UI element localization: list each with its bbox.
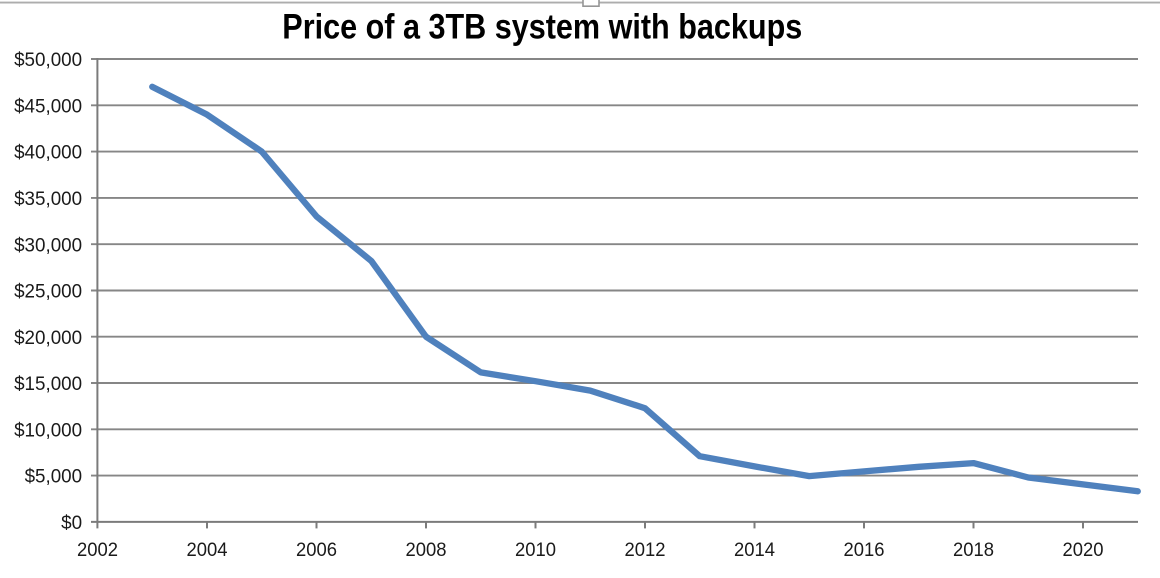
svg-text:2016: 2016 — [844, 539, 885, 561]
svg-text:2002: 2002 — [77, 539, 118, 561]
svg-text:$20,000: $20,000 — [14, 327, 82, 349]
svg-text:2012: 2012 — [625, 539, 666, 561]
svg-text:$25,000: $25,000 — [14, 281, 82, 303]
svg-text:2008: 2008 — [406, 539, 447, 561]
svg-text:$10,000: $10,000 — [14, 419, 82, 441]
svg-text:$30,000: $30,000 — [14, 234, 82, 256]
svg-text:$35,000: $35,000 — [14, 188, 82, 210]
svg-text:2006: 2006 — [296, 539, 337, 561]
svg-text:2010: 2010 — [515, 539, 556, 561]
svg-text:$40,000: $40,000 — [14, 142, 82, 164]
svg-text:$50,000: $50,000 — [14, 49, 82, 71]
svg-text:Price of a 3TB system with bac: Price of a 3TB system with backups — [282, 8, 802, 47]
svg-text:$5,000: $5,000 — [25, 466, 83, 488]
svg-text:2004: 2004 — [187, 539, 228, 561]
svg-text:$0: $0 — [61, 512, 82, 534]
svg-text:$45,000: $45,000 — [14, 95, 82, 117]
svg-text:2020: 2020 — [1063, 539, 1104, 561]
svg-text:2018: 2018 — [953, 539, 994, 561]
svg-text:2014: 2014 — [734, 539, 775, 561]
svg-text:$15,000: $15,000 — [14, 373, 82, 395]
